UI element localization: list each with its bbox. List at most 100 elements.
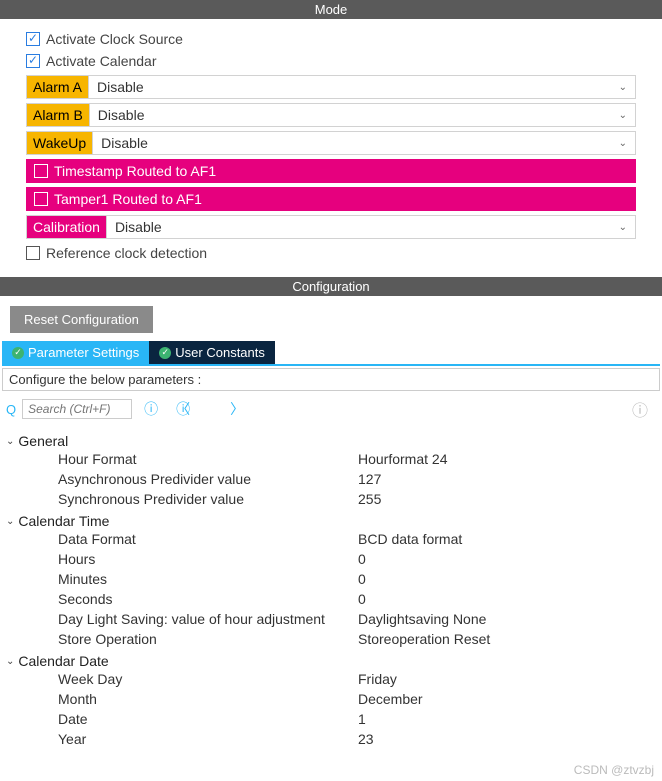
alarm-a-label: Alarm A: [26, 75, 88, 99]
tab-user-constants-label: User Constants: [175, 345, 265, 360]
param-row[interactable]: Seconds 0: [6, 589, 656, 609]
param-name: Asynchronous Predivider value: [58, 471, 358, 487]
param-row[interactable]: Store Operation Storeoperation Reset: [6, 629, 656, 649]
param-row[interactable]: Data Format BCD data format: [6, 529, 656, 549]
group-calendar-date-title: Calendar Date: [18, 653, 108, 669]
check-icon: ✓: [12, 347, 24, 359]
param-value: 127: [358, 471, 381, 487]
param-row[interactable]: Synchronous Predivider value 255: [6, 489, 656, 509]
alarm-b-select[interactable]: Disable ⌄: [89, 103, 636, 127]
param-row[interactable]: Day Light Saving: value of hour adjustme…: [6, 609, 656, 629]
alarm-b-label: Alarm B: [26, 103, 89, 127]
search-row: Q ⓘ ⓘ 〈 〉 ⓘ: [0, 393, 662, 425]
wakeup-value: Disable: [101, 135, 148, 151]
param-row[interactable]: Week Day Friday: [6, 669, 656, 689]
timestamp-row: Timestamp Routed to AF1: [26, 159, 636, 183]
param-name: Hour Format: [58, 451, 358, 467]
configuration-header: Configuration: [0, 277, 662, 296]
group-calendar-time-title: Calendar Time: [18, 513, 109, 529]
info-icon: ⓘ: [632, 397, 648, 421]
chevron-down-icon: ⌄: [6, 436, 14, 447]
calibration-row: Calibration Disable ⌄: [26, 215, 636, 239]
group-general: ⌄ General Hour Format Hourformat 24 Asyn…: [6, 433, 656, 509]
timestamp-label: Timestamp Routed to AF1: [54, 163, 216, 179]
parameter-tree: ⌄ General Hour Format Hourformat 24 Asyn…: [0, 425, 662, 759]
chevron-down-icon: ⌄: [6, 656, 14, 667]
param-name: Month: [58, 691, 358, 707]
param-name: Year: [58, 731, 358, 747]
alarm-a-row: Alarm A Disable ⌄: [26, 75, 636, 99]
param-value: 255: [358, 491, 381, 507]
check-icon: ✓: [159, 347, 171, 359]
activate-calendar-checkbox[interactable]: [26, 54, 40, 68]
chevron-down-icon: ⌄: [619, 82, 627, 93]
param-value: 1: [358, 711, 366, 727]
prev-result-button[interactable]: ⓘ: [138, 399, 164, 419]
param-row[interactable]: Date 1: [6, 709, 656, 729]
group-general-header[interactable]: ⌄ General: [6, 433, 656, 449]
param-row[interactable]: Asynchronous Predivider value 127: [6, 469, 656, 489]
wakeup-row: WakeUp Disable ⌄: [26, 131, 636, 155]
timestamp-checkbox[interactable]: [34, 164, 48, 178]
tab-user-constants[interactable]: ✓ User Constants: [149, 341, 275, 364]
param-value: 0: [358, 591, 366, 607]
param-row[interactable]: Month December: [6, 689, 656, 709]
param-name: Store Operation: [58, 631, 358, 647]
tamper1-label: Tamper1 Routed to AF1: [54, 191, 202, 207]
param-value: 23: [358, 731, 374, 747]
activate-clock-source-row: Activate Clock Source: [26, 31, 636, 47]
param-value: December: [358, 691, 423, 707]
tamper1-checkbox[interactable]: [34, 192, 48, 206]
activate-clock-source-checkbox[interactable]: [26, 32, 40, 46]
group-calendar-time: ⌄ Calendar Time Data Format BCD data for…: [6, 513, 656, 649]
param-row[interactable]: Year 23: [6, 729, 656, 749]
reference-clock-label: Reference clock detection: [46, 245, 207, 261]
mode-body: Activate Clock Source Activate Calendar …: [0, 19, 662, 277]
param-row[interactable]: Hour Format Hourformat 24: [6, 449, 656, 469]
mode-header: Mode: [0, 0, 662, 19]
param-name: Day Light Saving: value of hour adjustme…: [58, 611, 358, 627]
calibration-value: Disable: [115, 219, 162, 235]
reference-clock-row: Reference clock detection: [26, 245, 636, 261]
wakeup-label: WakeUp: [26, 131, 92, 155]
group-calendar-date: ⌄ Calendar Date Week Day Friday Month De…: [6, 653, 656, 749]
chevron-down-icon: ⌄: [619, 138, 627, 149]
param-value: Storeoperation Reset: [358, 631, 490, 647]
tab-parameter-settings[interactable]: ✓ Parameter Settings: [2, 341, 149, 364]
chevron-down-icon: ⌄: [6, 516, 14, 527]
param-name: Seconds: [58, 591, 358, 607]
tab-parameter-label: Parameter Settings: [28, 345, 139, 360]
param-name: Week Day: [58, 671, 358, 687]
tamper1-row: Tamper1 Routed to AF1: [26, 187, 636, 211]
param-name: Hours: [58, 551, 358, 567]
search-input[interactable]: [22, 399, 132, 419]
alarm-a-select[interactable]: Disable ⌄: [88, 75, 636, 99]
activate-calendar-label: Activate Calendar: [46, 53, 157, 69]
calibration-label: Calibration: [26, 215, 106, 239]
param-name: Synchronous Predivider value: [58, 491, 358, 507]
param-name: Data Format: [58, 531, 358, 547]
config-banner: Configure the below parameters :: [2, 368, 660, 391]
param-value: Daylightsaving None: [358, 611, 486, 627]
group-general-title: General: [18, 433, 68, 449]
param-name: Minutes: [58, 571, 358, 587]
watermark: CSDN @ztvzbj: [0, 759, 662, 781]
alarm-a-value: Disable: [97, 79, 144, 95]
param-value: 0: [358, 551, 366, 567]
group-calendar-date-header[interactable]: ⌄ Calendar Date: [6, 653, 656, 669]
search-icon: Q: [6, 402, 16, 417]
chevron-down-icon: ⌄: [619, 222, 627, 233]
reference-clock-checkbox[interactable]: [26, 246, 40, 260]
param-row[interactable]: Minutes 0: [6, 569, 656, 589]
activate-clock-source-label: Activate Clock Source: [46, 31, 183, 47]
reset-configuration-button[interactable]: Reset Configuration: [10, 306, 153, 333]
wakeup-select[interactable]: Disable ⌄: [92, 131, 636, 155]
param-row[interactable]: Hours 0: [6, 549, 656, 569]
activate-calendar-row: Activate Calendar: [26, 53, 636, 69]
param-name: Date: [58, 711, 358, 727]
param-value: 0: [358, 571, 366, 587]
param-value: BCD data format: [358, 531, 462, 547]
config-tabs: ✓ Parameter Settings ✓ User Constants: [2, 341, 660, 366]
group-calendar-time-header[interactable]: ⌄ Calendar Time: [6, 513, 656, 529]
calibration-select[interactable]: Disable ⌄: [106, 215, 636, 239]
